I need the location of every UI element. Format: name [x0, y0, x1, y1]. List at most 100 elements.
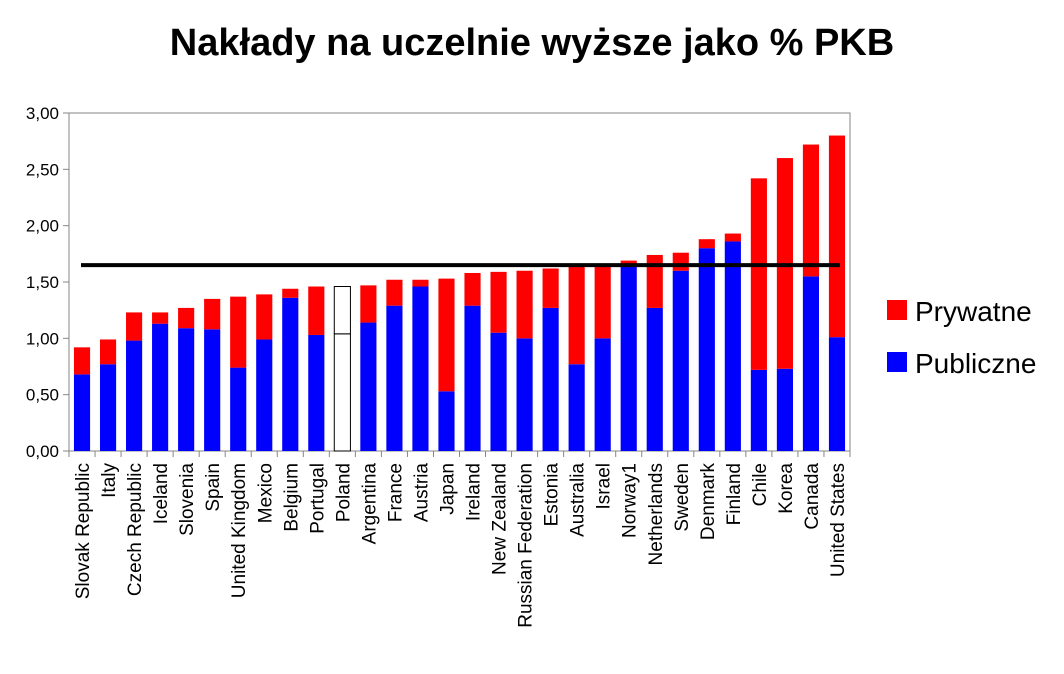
x-tick-label: Denmark	[698, 463, 719, 541]
bar-prywatne-23	[672, 252, 689, 271]
legend: Prywatne Publiczne	[887, 296, 1036, 379]
bar-prywatne-4	[178, 307, 195, 329]
bar-prywatne-13	[412, 279, 429, 287]
bar-prywatne-3	[152, 312, 169, 324]
x-tick-label: United States	[828, 463, 849, 577]
x-tick-label: Israel	[594, 463, 615, 509]
y-tick-label: 2,50	[26, 160, 59, 179]
x-tick-label: Ireland	[464, 463, 485, 521]
bar-publiczne-23	[672, 270, 689, 451]
y-tick-label: 1,50	[26, 273, 59, 292]
bar-publiczne-27	[776, 368, 793, 451]
x-tick-label: Estonia	[542, 463, 563, 527]
bar-publiczne-15	[464, 305, 481, 451]
x-tick-label: Poland	[333, 463, 354, 522]
bar-publiczne-0	[73, 374, 91, 451]
x-tick-label: Slovak Republic	[73, 463, 94, 599]
bar-prywatne-26	[750, 178, 767, 370]
bar-prywatne-19	[568, 265, 585, 365]
legend-label-1: Publiczne	[915, 348, 1036, 379]
x-tick-label: Netherlands	[646, 463, 667, 565]
bar-prywatne-17	[516, 270, 533, 339]
bar-prywatne-21	[620, 260, 637, 266]
bar-prywatne-2	[126, 312, 143, 341]
bar-prywatne-22	[646, 254, 663, 308]
x-tick-label: Japan	[437, 463, 458, 515]
x-tick-label: United Kingdom	[229, 463, 250, 598]
bar-prywatne-29	[828, 135, 846, 338]
x-tick-label: Czech Republic	[125, 463, 146, 596]
bar-publiczne-12	[386, 305, 403, 451]
y-tick-label: 0,50	[26, 386, 59, 405]
bar-publiczne-4	[178, 328, 195, 451]
x-tick-label: Austria	[411, 463, 432, 523]
bar-publiczne-6	[230, 367, 247, 451]
bar-publiczne-5	[204, 329, 221, 451]
x-tick-label: France	[385, 463, 406, 522]
x-tick-label: Spain	[203, 463, 224, 512]
bar-publiczne-13	[412, 286, 429, 451]
bar-prywatne-25	[724, 233, 741, 242]
bar-prywatne-24	[698, 239, 715, 249]
bar-publiczne-16	[490, 332, 507, 451]
y-tick-label: 3,00	[26, 104, 59, 123]
bar-prywatne-6	[230, 296, 247, 368]
legend-swatch-1	[887, 352, 907, 372]
y-tick-label: 1,00	[26, 329, 59, 348]
x-tick-label: Sweden	[672, 463, 693, 532]
bar-publiczne-1	[99, 364, 117, 451]
bar-publiczne-18	[542, 307, 559, 451]
bar-prywatne-10	[333, 286, 351, 335]
x-tick-label: Belgium	[281, 463, 302, 532]
x-tick-label: Mexico	[255, 463, 276, 523]
bar-publiczne-26	[750, 369, 767, 451]
bar-prywatne-9	[308, 286, 325, 335]
x-tick-label: Australia	[568, 463, 589, 537]
chart-title: Nakłady na uczelnie wyższe jako % PKB	[169, 22, 895, 64]
legend-label-0: Prywatne	[915, 296, 1032, 327]
x-tick-label: Korea	[776, 463, 797, 514]
bar-publiczne-21	[620, 265, 637, 451]
bar-publiczne-9	[308, 334, 325, 451]
bar-publiczne-14	[438, 391, 455, 451]
x-tick-label: Iceland	[151, 463, 172, 524]
plot-group: 0,00 0,50 1,00 1,50 2,00 2,50 3,00 Slovak Repub…	[26, 104, 851, 628]
bar-publiczne-28	[802, 276, 820, 451]
x-tick-label: Argentina	[359, 463, 380, 545]
bar-publiczne-24	[698, 248, 715, 451]
x-tick-label: Russian Federation	[516, 463, 537, 628]
x-tick-label: Italy	[99, 463, 120, 498]
x-tick-label: Portugal	[307, 463, 328, 534]
x-tick-label: Slovenia	[177, 463, 198, 536]
bar-prywatne-12	[386, 279, 403, 306]
bar-publiczne-20	[594, 338, 611, 451]
x-tick-label: Chile	[750, 463, 771, 506]
bar-prywatne-18	[542, 268, 559, 308]
bar-prywatne-14	[438, 278, 455, 392]
bar-prywatne-8	[282, 288, 299, 298]
bar-prywatne-16	[490, 271, 507, 333]
x-tick-label: Norway1	[620, 463, 641, 538]
bar-publiczne-3	[152, 323, 169, 451]
bar-publiczne-22	[646, 307, 663, 451]
bar-prywatne-15	[464, 272, 481, 306]
x-tick-label: Finland	[724, 463, 745, 525]
bar-prywatne-20	[594, 266, 611, 339]
bar-prywatne-5	[204, 298, 221, 330]
bar-prywatne-0	[73, 347, 91, 375]
bar-publiczne-10	[333, 333, 351, 452]
legend-swatch-0	[887, 300, 907, 320]
y-tick-label: 0,00	[26, 442, 59, 461]
bar-publiczne-11	[360, 322, 377, 451]
bar-publiczne-19	[568, 364, 585, 451]
bar-publiczne-8	[282, 297, 299, 451]
x-tick-label: New Zealand	[490, 463, 511, 575]
x-tick-label: Canada	[802, 463, 823, 530]
bar-prywatne-28	[802, 144, 820, 277]
bar-prywatne-1	[99, 339, 117, 365]
bar-publiczne-7	[256, 339, 273, 451]
bar-publiczne-25	[724, 241, 741, 451]
y-tick-label: 2,00	[26, 217, 59, 236]
bar-publiczne-2	[126, 340, 143, 451]
